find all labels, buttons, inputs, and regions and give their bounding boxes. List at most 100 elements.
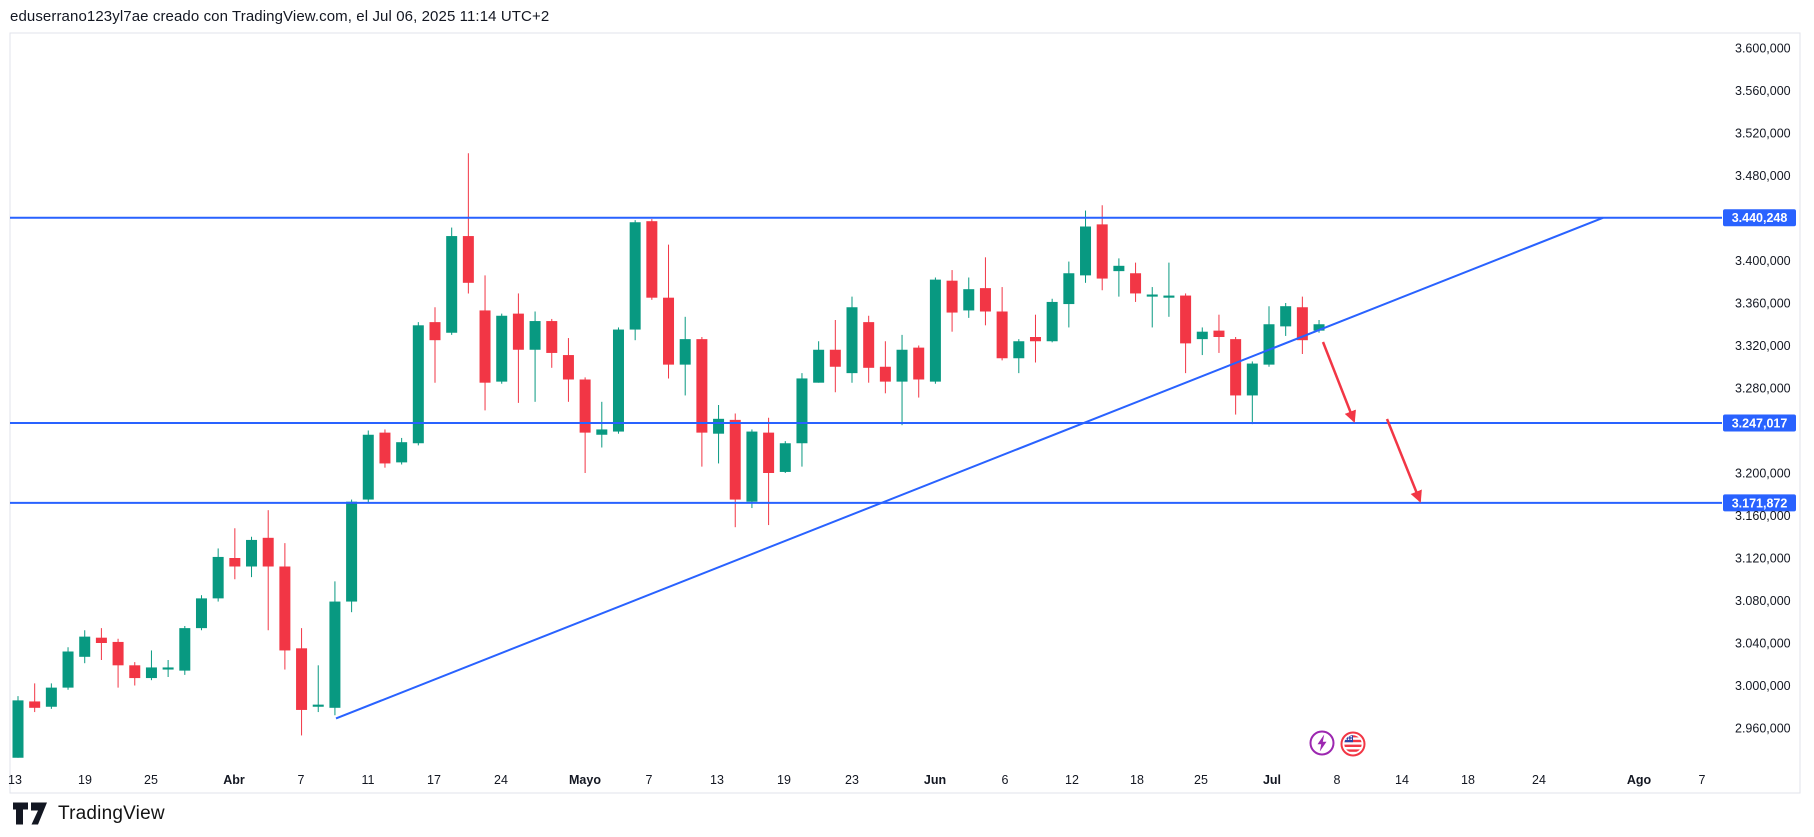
candle (829, 320, 841, 393)
candle (679, 316, 691, 396)
candle-body (863, 322, 875, 368)
candle-body (679, 339, 691, 365)
candle (346, 499, 358, 613)
candle (896, 334, 908, 426)
candle (1280, 303, 1292, 336)
price-levels: 3.440,248 3.247,017 3.171,872 (10, 209, 1796, 512)
time-tick-label: 13 (710, 773, 724, 787)
candle-body (1163, 295, 1175, 298)
candle-body (779, 443, 791, 472)
time-tick-label: Jul (1263, 773, 1281, 787)
candle-body (546, 321, 558, 353)
candle-body (879, 366, 891, 382)
candle-body (279, 566, 291, 651)
candle (663, 244, 675, 379)
candle (579, 377, 591, 473)
candle (729, 413, 741, 528)
candle-body (963, 289, 975, 311)
price-tick-label: 3.600,000 (1735, 42, 1791, 56)
candle-body (1280, 306, 1292, 327)
bearish-arrow[interactable] (1385, 418, 1422, 503)
price-scale[interactable]: 3.600,000 3.560,000 3.520,000 3.480,000 3.40… (1735, 42, 1791, 736)
price-tick-label: 3.200,000 (1735, 467, 1791, 481)
candle (529, 311, 541, 402)
candle (1196, 327, 1208, 356)
candle-body (1180, 295, 1192, 344)
candle-body (612, 329, 624, 432)
candle (1296, 296, 1308, 354)
candle-body (763, 432, 775, 473)
candle-body (1113, 265, 1125, 272)
candle (1013, 339, 1025, 374)
candle (713, 405, 725, 464)
candle-body (529, 321, 541, 350)
candle-body (846, 307, 858, 374)
candle-body (195, 598, 207, 629)
candle (1146, 287, 1158, 328)
bearish-arrow[interactable] (1321, 341, 1356, 423)
candle-body (29, 701, 41, 708)
time-tick-label: 18 (1461, 773, 1475, 787)
candle (112, 638, 124, 688)
candle-body (496, 315, 508, 382)
price-level-badge (1723, 414, 1796, 432)
lightning-event-icon[interactable] (1309, 730, 1335, 756)
candle-body (1213, 330, 1225, 337)
candle-body (112, 641, 124, 666)
candle-body (1063, 273, 1075, 305)
candle (612, 327, 624, 434)
candle-body (1263, 324, 1275, 365)
candle (145, 650, 157, 681)
us-flag-event-icon[interactable] (1340, 731, 1366, 757)
candle-body (1130, 273, 1142, 294)
time-tick-label: 7 (298, 773, 305, 787)
candle-body (796, 378, 808, 444)
candle (479, 275, 491, 411)
candle (1263, 306, 1275, 367)
flag-stripe (1344, 744, 1362, 747)
time-tick-label: 7 (1699, 773, 1706, 787)
candle (1163, 262, 1175, 317)
candle-body (646, 221, 658, 298)
tradingview-logo[interactable]: TradingView (12, 801, 165, 826)
candle (412, 322, 424, 446)
trendline[interactable] (335, 216, 1604, 720)
candle (212, 548, 224, 602)
time-tick-label: Mayo (569, 773, 601, 787)
candle-body (696, 339, 708, 433)
candle (329, 581, 341, 716)
candle (29, 683, 41, 713)
candle (746, 429, 758, 509)
candlestick-series (12, 153, 1325, 758)
candle (179, 626, 191, 675)
candle (929, 277, 941, 384)
candle (95, 628, 107, 660)
candle (462, 153, 474, 294)
time-scale[interactable]: 13 19 25 Abr 7 11 17 24 Mayo 7 13 19 23 Jun 6 12 18 25 Jul… (8, 773, 1705, 787)
candle-body (1313, 324, 1325, 331)
candle-body (629, 222, 641, 330)
candle-body (746, 431, 758, 502)
candle-body (312, 704, 324, 707)
time-tick-label: 6 (1002, 773, 1009, 787)
candle (1180, 293, 1192, 374)
candle-body (262, 537, 274, 567)
candle (1246, 361, 1258, 425)
candle (879, 341, 891, 394)
lightning-bolt-shape (1317, 734, 1327, 752)
price-tick-label: 3.480,000 (1735, 169, 1791, 183)
time-tick-label: 18 (1130, 773, 1144, 787)
candle-body (12, 700, 24, 758)
candle (129, 662, 141, 686)
candle (79, 630, 91, 664)
time-tick-label: 14 (1395, 773, 1409, 787)
time-tick-label: 24 (494, 773, 508, 787)
price-tick-label: 3.280,000 (1735, 382, 1791, 396)
candle-body (813, 349, 825, 383)
candle (162, 660, 174, 677)
candle-body (1096, 224, 1108, 279)
candle-body (379, 432, 391, 464)
candle-body (896, 349, 908, 382)
candle-body (1046, 301, 1058, 342)
